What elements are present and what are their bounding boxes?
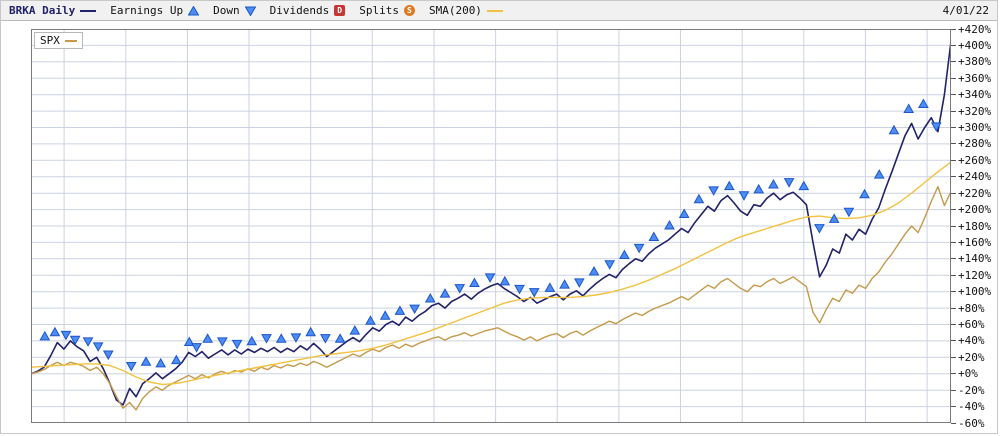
- y-axis-label: +80%: [958, 301, 985, 315]
- y-axis-tick: [951, 143, 956, 145]
- y-axis-label: +360%: [958, 71, 992, 85]
- y-axis-label: +60%: [958, 318, 985, 331]
- y-axis-tick: [951, 159, 956, 161]
- y-axis-label: +400%: [958, 38, 992, 52]
- y-axis-label: +120%: [958, 268, 992, 282]
- y-axis-tick: [951, 274, 956, 276]
- earnings-down-legend: Down: [213, 4, 256, 17]
- spx-label: SPX: [40, 34, 60, 47]
- y-axis-tick: [951, 28, 956, 30]
- y-axis-label: +140%: [958, 252, 992, 266]
- y-axis-tick: [951, 127, 956, 128]
- y-axis-label: +200%: [958, 203, 992, 217]
- y-axis-label: +20%: [958, 350, 985, 364]
- y-axis-label: +320%: [958, 104, 992, 118]
- y-axis-tick: [951, 258, 956, 260]
- symbol-label: BRKA Daily: [9, 4, 76, 17]
- y-axis-label: +180%: [958, 219, 992, 233]
- y-axis-tick: [951, 209, 956, 211]
- y-axis-label: +340%: [958, 88, 992, 102]
- y-axis-tick: [951, 324, 956, 325]
- y-axis-label: +420%: [958, 22, 992, 36]
- y-axis-tick: [951, 241, 956, 243]
- symbol-legend: BRKA Daily: [9, 4, 97, 17]
- earnings-down-label: Down: [213, 4, 240, 17]
- dividends-label: Dividends: [269, 4, 330, 17]
- dividends-icon: D: [334, 5, 346, 16]
- chart-header: BRKA Daily Earnings Up Down Dividends D …: [1, 1, 997, 21]
- spx-legend: SPX: [34, 32, 83, 49]
- earnings-up-label: Earnings Up: [110, 4, 184, 17]
- y-axis-label: +380%: [958, 55, 992, 69]
- y-axis-label: -40%: [958, 400, 985, 414]
- earnings-up-legend: Earnings Up: [110, 4, 200, 17]
- y-axis-tick: [951, 225, 956, 227]
- y-axis-label: -60%: [958, 416, 985, 430]
- y-axis-label: +160%: [958, 235, 992, 249]
- splits-icon: S: [403, 5, 415, 16]
- y-axis-tick: [951, 307, 956, 309]
- plot-area: SPX: [31, 29, 951, 423]
- y-axis-label: -20%: [958, 383, 985, 397]
- dividends-legend: Dividends D: [270, 4, 346, 17]
- earnings-up-icon: [188, 5, 200, 15]
- y-axis-tick: [951, 110, 956, 112]
- y-axis-tick: [951, 340, 956, 342]
- y-axis-label: +40%: [958, 334, 985, 348]
- y-axis-label: +300%: [958, 121, 992, 134]
- y-axis-tick: [951, 61, 956, 63]
- sma-legend: SMA(200): [429, 4, 503, 17]
- y-axis-tick: [951, 422, 956, 424]
- y-axis-tick: [951, 389, 956, 391]
- y-axis-tick: [951, 192, 956, 194]
- y-axis-tick: [951, 291, 956, 293]
- y-axis-tick: [951, 406, 956, 408]
- sma-label: SMA(200): [428, 4, 482, 17]
- y-axis-tick: [951, 176, 956, 178]
- sma-line-swatch: [486, 9, 503, 12]
- splits-label: Splits: [359, 4, 399, 17]
- y-axis-label: +100%: [958, 285, 992, 299]
- y-axis-tick: [951, 44, 956, 46]
- y-axis-tick: [951, 77, 956, 79]
- plot-svg: [31, 29, 951, 423]
- y-axis-label: +260%: [958, 153, 992, 167]
- y-axis-label: +0%: [958, 367, 978, 381]
- y-axis-label: +280%: [958, 137, 992, 151]
- y-axis-tick: [951, 94, 956, 96]
- spx-line-swatch: [64, 39, 77, 42]
- y-axis-label: +240%: [958, 170, 992, 184]
- brka-line-swatch: [80, 9, 97, 12]
- earnings-down-icon: [244, 6, 256, 16]
- y-axis-tick: [951, 356, 956, 358]
- y-axis-label: +220%: [958, 186, 992, 200]
- chart-date: 4/01/22: [942, 4, 989, 17]
- y-axis-tick: [951, 373, 956, 375]
- splits-legend: Splits S: [359, 4, 415, 17]
